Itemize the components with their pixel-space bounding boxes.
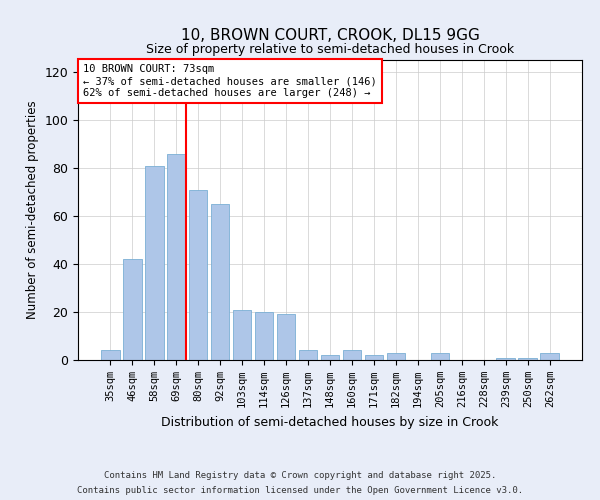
Text: Contains HM Land Registry data © Crown copyright and database right 2025.: Contains HM Land Registry data © Crown c… xyxy=(104,471,496,480)
Bar xyxy=(233,310,251,360)
Bar xyxy=(145,166,164,360)
X-axis label: Distribution of semi-detached houses by size in Crook: Distribution of semi-detached houses by … xyxy=(161,416,499,428)
Text: 10, BROWN COURT, CROOK, DL15 9GG: 10, BROWN COURT, CROOK, DL15 9GG xyxy=(181,28,479,42)
Text: Contains public sector information licensed under the Open Government Licence v3: Contains public sector information licen… xyxy=(77,486,523,495)
Text: Size of property relative to semi-detached houses in Crook: Size of property relative to semi-detach… xyxy=(146,42,514,56)
Bar xyxy=(189,190,208,360)
Bar xyxy=(496,358,515,360)
Bar xyxy=(343,350,361,360)
Bar xyxy=(211,204,229,360)
Bar xyxy=(123,259,142,360)
Bar xyxy=(365,355,383,360)
Bar xyxy=(320,355,340,360)
Bar xyxy=(541,353,559,360)
Bar xyxy=(167,154,185,360)
Bar xyxy=(101,350,119,360)
Text: 10 BROWN COURT: 73sqm
← 37% of semi-detached houses are smaller (146)
62% of sem: 10 BROWN COURT: 73sqm ← 37% of semi-deta… xyxy=(83,64,377,98)
Bar xyxy=(277,314,295,360)
Bar xyxy=(431,353,449,360)
Bar xyxy=(299,350,317,360)
Y-axis label: Number of semi-detached properties: Number of semi-detached properties xyxy=(26,100,39,320)
Bar xyxy=(386,353,405,360)
Bar xyxy=(518,358,537,360)
Bar xyxy=(255,312,274,360)
